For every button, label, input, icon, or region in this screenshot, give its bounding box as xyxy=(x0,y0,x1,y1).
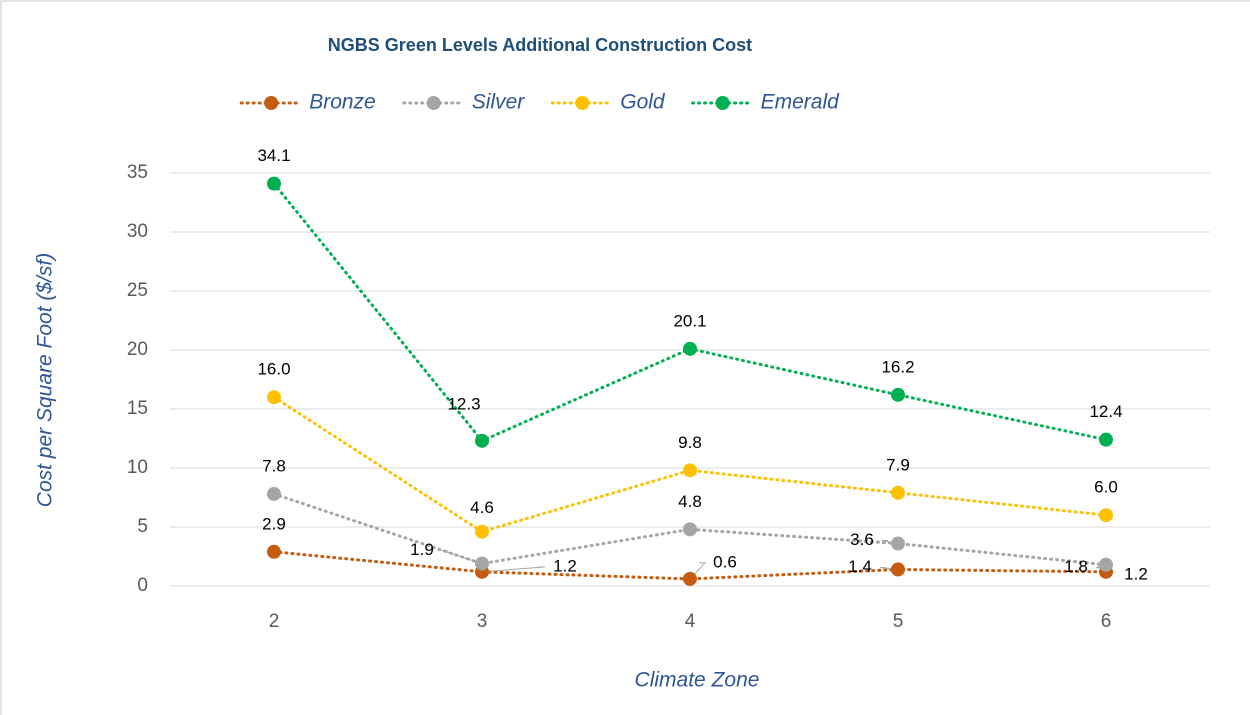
legend-marker xyxy=(575,96,590,110)
y-tick-label: 25 xyxy=(127,280,148,301)
legend-label: Gold xyxy=(620,91,666,114)
legend-label: Emerald xyxy=(761,91,841,114)
data-label: 4.6 xyxy=(470,498,494,517)
data-point xyxy=(1099,432,1113,447)
data-point xyxy=(475,433,489,448)
series-line xyxy=(272,395,1108,534)
legend-label: Silver xyxy=(472,91,526,114)
x-tick-label: 6 xyxy=(1101,611,1112,632)
legend-item: Emerald xyxy=(691,91,841,114)
data-label: 16.0 xyxy=(257,360,290,379)
x-tick-label: 3 xyxy=(477,611,488,632)
data-point xyxy=(267,176,281,191)
data-label: 2.9 xyxy=(262,514,286,533)
data-label: 16.2 xyxy=(881,357,914,376)
data-point xyxy=(1099,508,1113,523)
legend-label: Bronze xyxy=(309,91,376,114)
data-label: 20.1 xyxy=(673,311,706,330)
data-point xyxy=(267,390,281,405)
leader-line xyxy=(441,550,483,565)
data-point xyxy=(891,485,905,500)
data-label: 12.4 xyxy=(1089,402,1122,421)
data-label: 1.4 xyxy=(848,557,872,576)
data-label: 34.1 xyxy=(257,146,290,165)
data-point xyxy=(891,536,905,551)
leader-line xyxy=(689,562,707,580)
y-tick-label: 10 xyxy=(127,457,148,478)
data-label: 7.9 xyxy=(886,455,910,474)
y-tick-label: 0 xyxy=(137,575,148,596)
data-label: 1.9 xyxy=(410,540,434,559)
y-tick-label: 5 xyxy=(137,516,148,537)
data-point xyxy=(267,544,281,559)
legend-item: Bronze xyxy=(239,91,376,114)
data-label: 3.6 xyxy=(850,530,874,549)
series-line xyxy=(272,492,1108,567)
data-label: 1.2 xyxy=(553,556,577,575)
data-point xyxy=(475,524,489,539)
x-axis-title: Climate Zone xyxy=(635,669,760,692)
data-label: 7.8 xyxy=(262,456,286,475)
data-label: 1.2 xyxy=(1124,564,1148,583)
legend-marker xyxy=(264,96,279,110)
y-tick-label: 30 xyxy=(127,221,148,242)
data-point xyxy=(683,341,697,356)
data-point xyxy=(267,486,281,501)
x-tick-label: 2 xyxy=(269,611,280,632)
y-tick-label: 15 xyxy=(127,398,148,419)
data-point xyxy=(683,522,697,537)
leader-line xyxy=(481,566,546,573)
data-point xyxy=(891,562,905,577)
x-tick-label: 5 xyxy=(893,611,904,632)
legend-item: Gold xyxy=(550,91,666,114)
data-label: 6.0 xyxy=(1094,478,1118,497)
y-tick-label: 35 xyxy=(127,162,148,183)
data-label: 4.8 xyxy=(678,492,702,511)
series-line xyxy=(272,550,1108,581)
data-point xyxy=(683,571,697,586)
data-label: 12.3 xyxy=(447,394,480,413)
data-point xyxy=(1099,557,1113,572)
y-axis-title: Cost per Square Foot ($/sf) xyxy=(34,253,57,507)
data-point xyxy=(683,463,697,478)
data-label: 9.8 xyxy=(678,433,702,452)
legend-item: Silver xyxy=(402,91,526,114)
data-label: 0.6 xyxy=(713,552,737,571)
x-tick-label: 4 xyxy=(685,611,696,632)
legend-marker xyxy=(426,96,441,110)
data-label: 1.8 xyxy=(1064,557,1088,576)
chart-title: NGBS Green Levels Additional Constructio… xyxy=(328,35,752,55)
legend: Bronze Silver Gold Emerald xyxy=(239,91,841,114)
legend-marker xyxy=(715,96,730,110)
data-point xyxy=(475,556,489,571)
data-point xyxy=(891,387,905,402)
y-tick-label: 20 xyxy=(127,339,148,360)
